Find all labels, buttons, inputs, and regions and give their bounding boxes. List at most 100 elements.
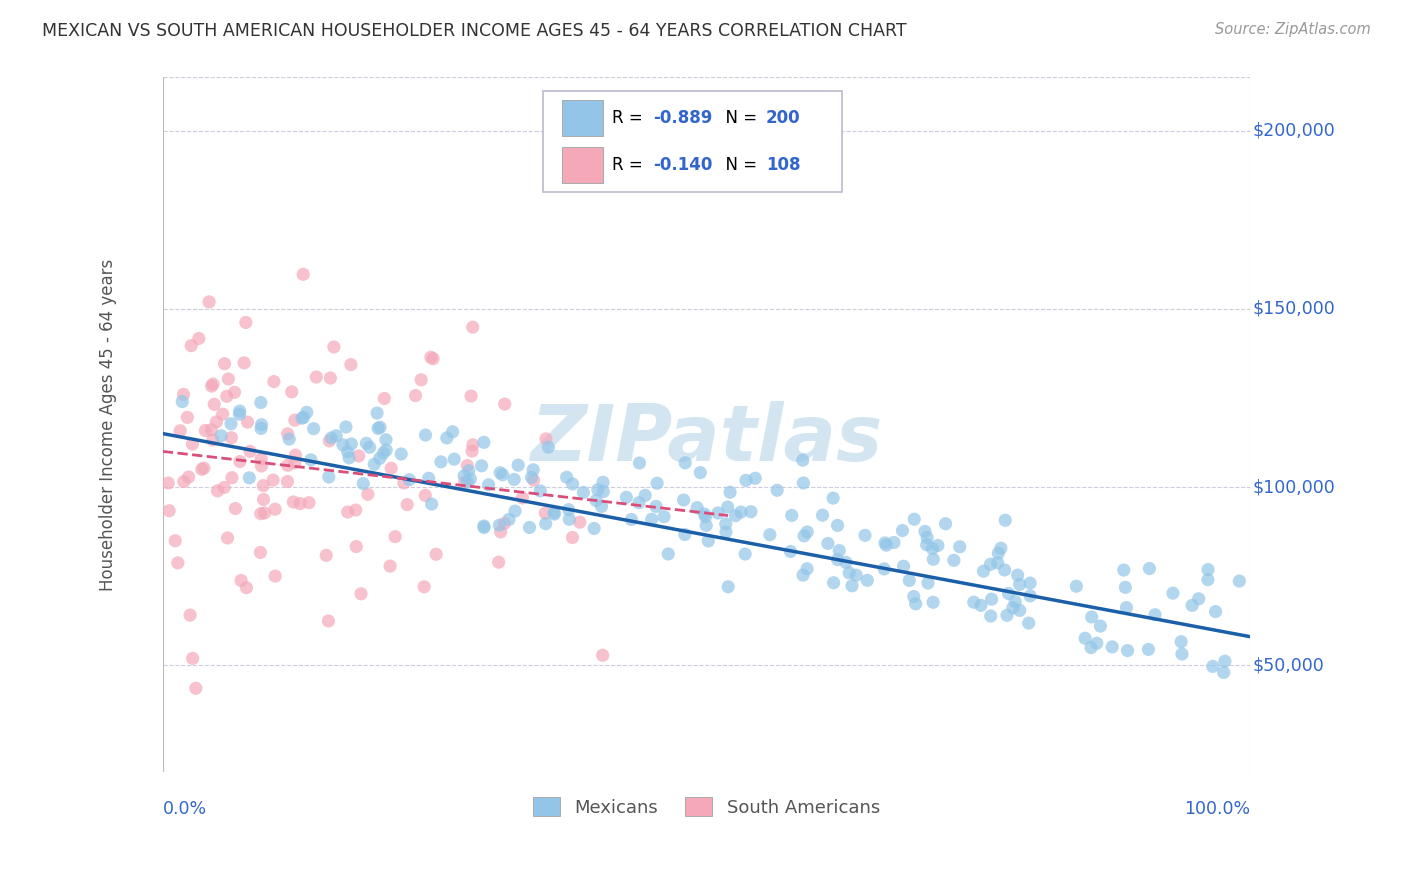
Mexicans bbox=[418, 471, 440, 485]
Mexicans bbox=[398, 473, 420, 487]
South Americans bbox=[157, 504, 180, 518]
Mexicans bbox=[359, 440, 381, 454]
South Americans bbox=[179, 608, 201, 623]
Mexicans bbox=[1197, 573, 1219, 587]
Mexicans bbox=[779, 544, 801, 558]
Text: MEXICAN VS SOUTH AMERICAN HOUSEHOLDER INCOME AGES 45 - 64 YEARS CORRELATION CHAR: MEXICAN VS SOUTH AMERICAN HOUSEHOLDER IN… bbox=[42, 22, 907, 40]
South Americans bbox=[494, 397, 516, 411]
South Americans bbox=[461, 320, 484, 334]
Mexicans bbox=[1001, 600, 1024, 615]
Mexicans bbox=[628, 456, 651, 470]
South Americans bbox=[202, 377, 225, 392]
Mexicans bbox=[366, 406, 388, 420]
South Americans bbox=[181, 437, 204, 451]
Mexicans bbox=[873, 562, 896, 576]
Mexicans bbox=[477, 477, 499, 491]
South Americans bbox=[396, 498, 419, 512]
Mexicans bbox=[375, 433, 398, 447]
Mexicans bbox=[766, 483, 789, 498]
South Americans bbox=[336, 505, 359, 519]
Mexicans bbox=[508, 458, 530, 472]
South Americans bbox=[235, 581, 257, 595]
Mexicans bbox=[557, 502, 579, 516]
South Americans bbox=[187, 331, 209, 345]
Mexicans bbox=[724, 508, 747, 523]
South Americans bbox=[344, 540, 367, 554]
Mexicans bbox=[472, 519, 495, 533]
Mexicans bbox=[657, 547, 679, 561]
Mexicans bbox=[337, 450, 360, 465]
Text: -0.140: -0.140 bbox=[652, 156, 713, 174]
Mexicans bbox=[875, 538, 897, 552]
South Americans bbox=[460, 389, 482, 403]
Mexicans bbox=[1019, 576, 1042, 591]
South Americans bbox=[318, 614, 340, 628]
Mexicans bbox=[792, 568, 814, 582]
Mexicans bbox=[823, 491, 845, 505]
South Americans bbox=[561, 531, 583, 545]
South Americans bbox=[211, 407, 233, 421]
South Americans bbox=[380, 461, 402, 475]
South Americans bbox=[217, 372, 239, 386]
South Americans bbox=[592, 648, 614, 663]
Mexicans bbox=[1139, 561, 1161, 575]
Mexicans bbox=[503, 472, 526, 486]
Mexicans bbox=[321, 431, 343, 445]
Mexicans bbox=[796, 562, 818, 576]
Text: 108: 108 bbox=[766, 156, 800, 174]
Text: 200: 200 bbox=[766, 109, 801, 128]
South Americans bbox=[250, 458, 273, 473]
Mexicans bbox=[915, 531, 938, 545]
Mexicans bbox=[228, 407, 250, 421]
Mexicans bbox=[990, 541, 1012, 556]
Text: 100.0%: 100.0% bbox=[1184, 800, 1250, 818]
Mexicans bbox=[302, 422, 325, 436]
Mexicans bbox=[817, 536, 839, 550]
Mexicans bbox=[489, 466, 512, 480]
South Americans bbox=[235, 315, 257, 329]
South Americans bbox=[214, 357, 236, 371]
South Americans bbox=[568, 515, 591, 529]
Mexicans bbox=[949, 540, 972, 554]
Mexicans bbox=[572, 485, 595, 500]
Mexicans bbox=[389, 447, 412, 461]
Mexicans bbox=[1171, 647, 1194, 661]
Mexicans bbox=[735, 474, 758, 488]
Mexicans bbox=[689, 466, 711, 480]
South Americans bbox=[264, 569, 287, 583]
Mexicans bbox=[793, 529, 815, 543]
South Americans bbox=[425, 547, 447, 561]
South Americans bbox=[181, 651, 204, 665]
South Americans bbox=[157, 476, 180, 491]
Mexicans bbox=[823, 575, 845, 590]
Mexicans bbox=[537, 440, 560, 454]
Mexicans bbox=[994, 563, 1017, 577]
FancyBboxPatch shape bbox=[543, 91, 842, 192]
South Americans bbox=[264, 502, 287, 516]
Mexicans bbox=[987, 546, 1010, 560]
South Americans bbox=[357, 487, 380, 501]
Mexicans bbox=[332, 438, 354, 452]
South Americans bbox=[534, 506, 557, 520]
Mexicans bbox=[634, 488, 657, 502]
South Americans bbox=[194, 424, 217, 438]
South Americans bbox=[280, 384, 302, 399]
Mexicans bbox=[873, 536, 896, 550]
Mexicans bbox=[935, 516, 957, 531]
Mexicans bbox=[583, 521, 606, 535]
Mexicans bbox=[543, 506, 565, 520]
Mexicans bbox=[1066, 579, 1088, 593]
Text: 0.0%: 0.0% bbox=[163, 800, 207, 818]
Mexicans bbox=[1019, 589, 1042, 603]
Bar bbox=[562, 147, 603, 183]
Mexicans bbox=[673, 456, 696, 470]
South Americans bbox=[236, 415, 259, 429]
Mexicans bbox=[228, 404, 250, 418]
Text: $150,000: $150,000 bbox=[1251, 300, 1334, 318]
Text: ZIPatlas: ZIPatlas bbox=[530, 401, 883, 476]
South Americans bbox=[415, 488, 437, 502]
Mexicans bbox=[291, 411, 314, 425]
Mexicans bbox=[555, 470, 578, 484]
Mexicans bbox=[325, 428, 347, 442]
Mexicans bbox=[645, 500, 668, 514]
